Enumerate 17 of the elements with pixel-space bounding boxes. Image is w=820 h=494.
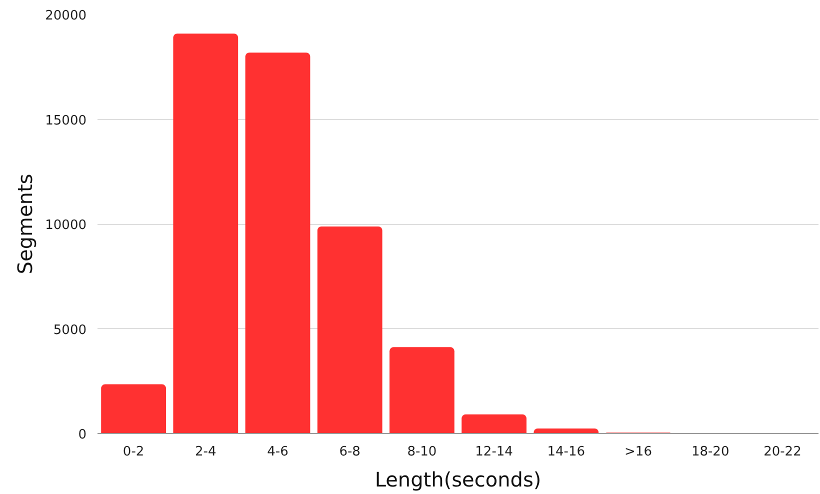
x-tick-label: 0-2 bbox=[122, 444, 144, 460]
x-tick-label: 4-6 bbox=[267, 444, 288, 460]
y-tick-label: 10000 bbox=[45, 218, 87, 233]
x-tick-label: 2-4 bbox=[195, 444, 216, 460]
x-tick-label: 20-22 bbox=[764, 444, 802, 460]
x-tick-label: 8-10 bbox=[407, 444, 437, 460]
x-tick-label: >16 bbox=[624, 444, 652, 460]
y-tick-label: 20000 bbox=[45, 8, 87, 24]
y-tick-label: 0 bbox=[78, 428, 87, 442]
x-tick-label: 6-8 bbox=[339, 444, 360, 460]
x-axis-title: Length(seconds) bbox=[374, 468, 542, 492]
y-tick-label: 5000 bbox=[53, 322, 87, 338]
x-tick-label: 14-16 bbox=[547, 444, 586, 460]
y-tick-label: 15000 bbox=[45, 113, 87, 128]
x-tick-label: 18-20 bbox=[691, 444, 730, 460]
y-axis-title: Segments bbox=[13, 174, 38, 274]
x-tick-label: 12-14 bbox=[475, 444, 513, 460]
